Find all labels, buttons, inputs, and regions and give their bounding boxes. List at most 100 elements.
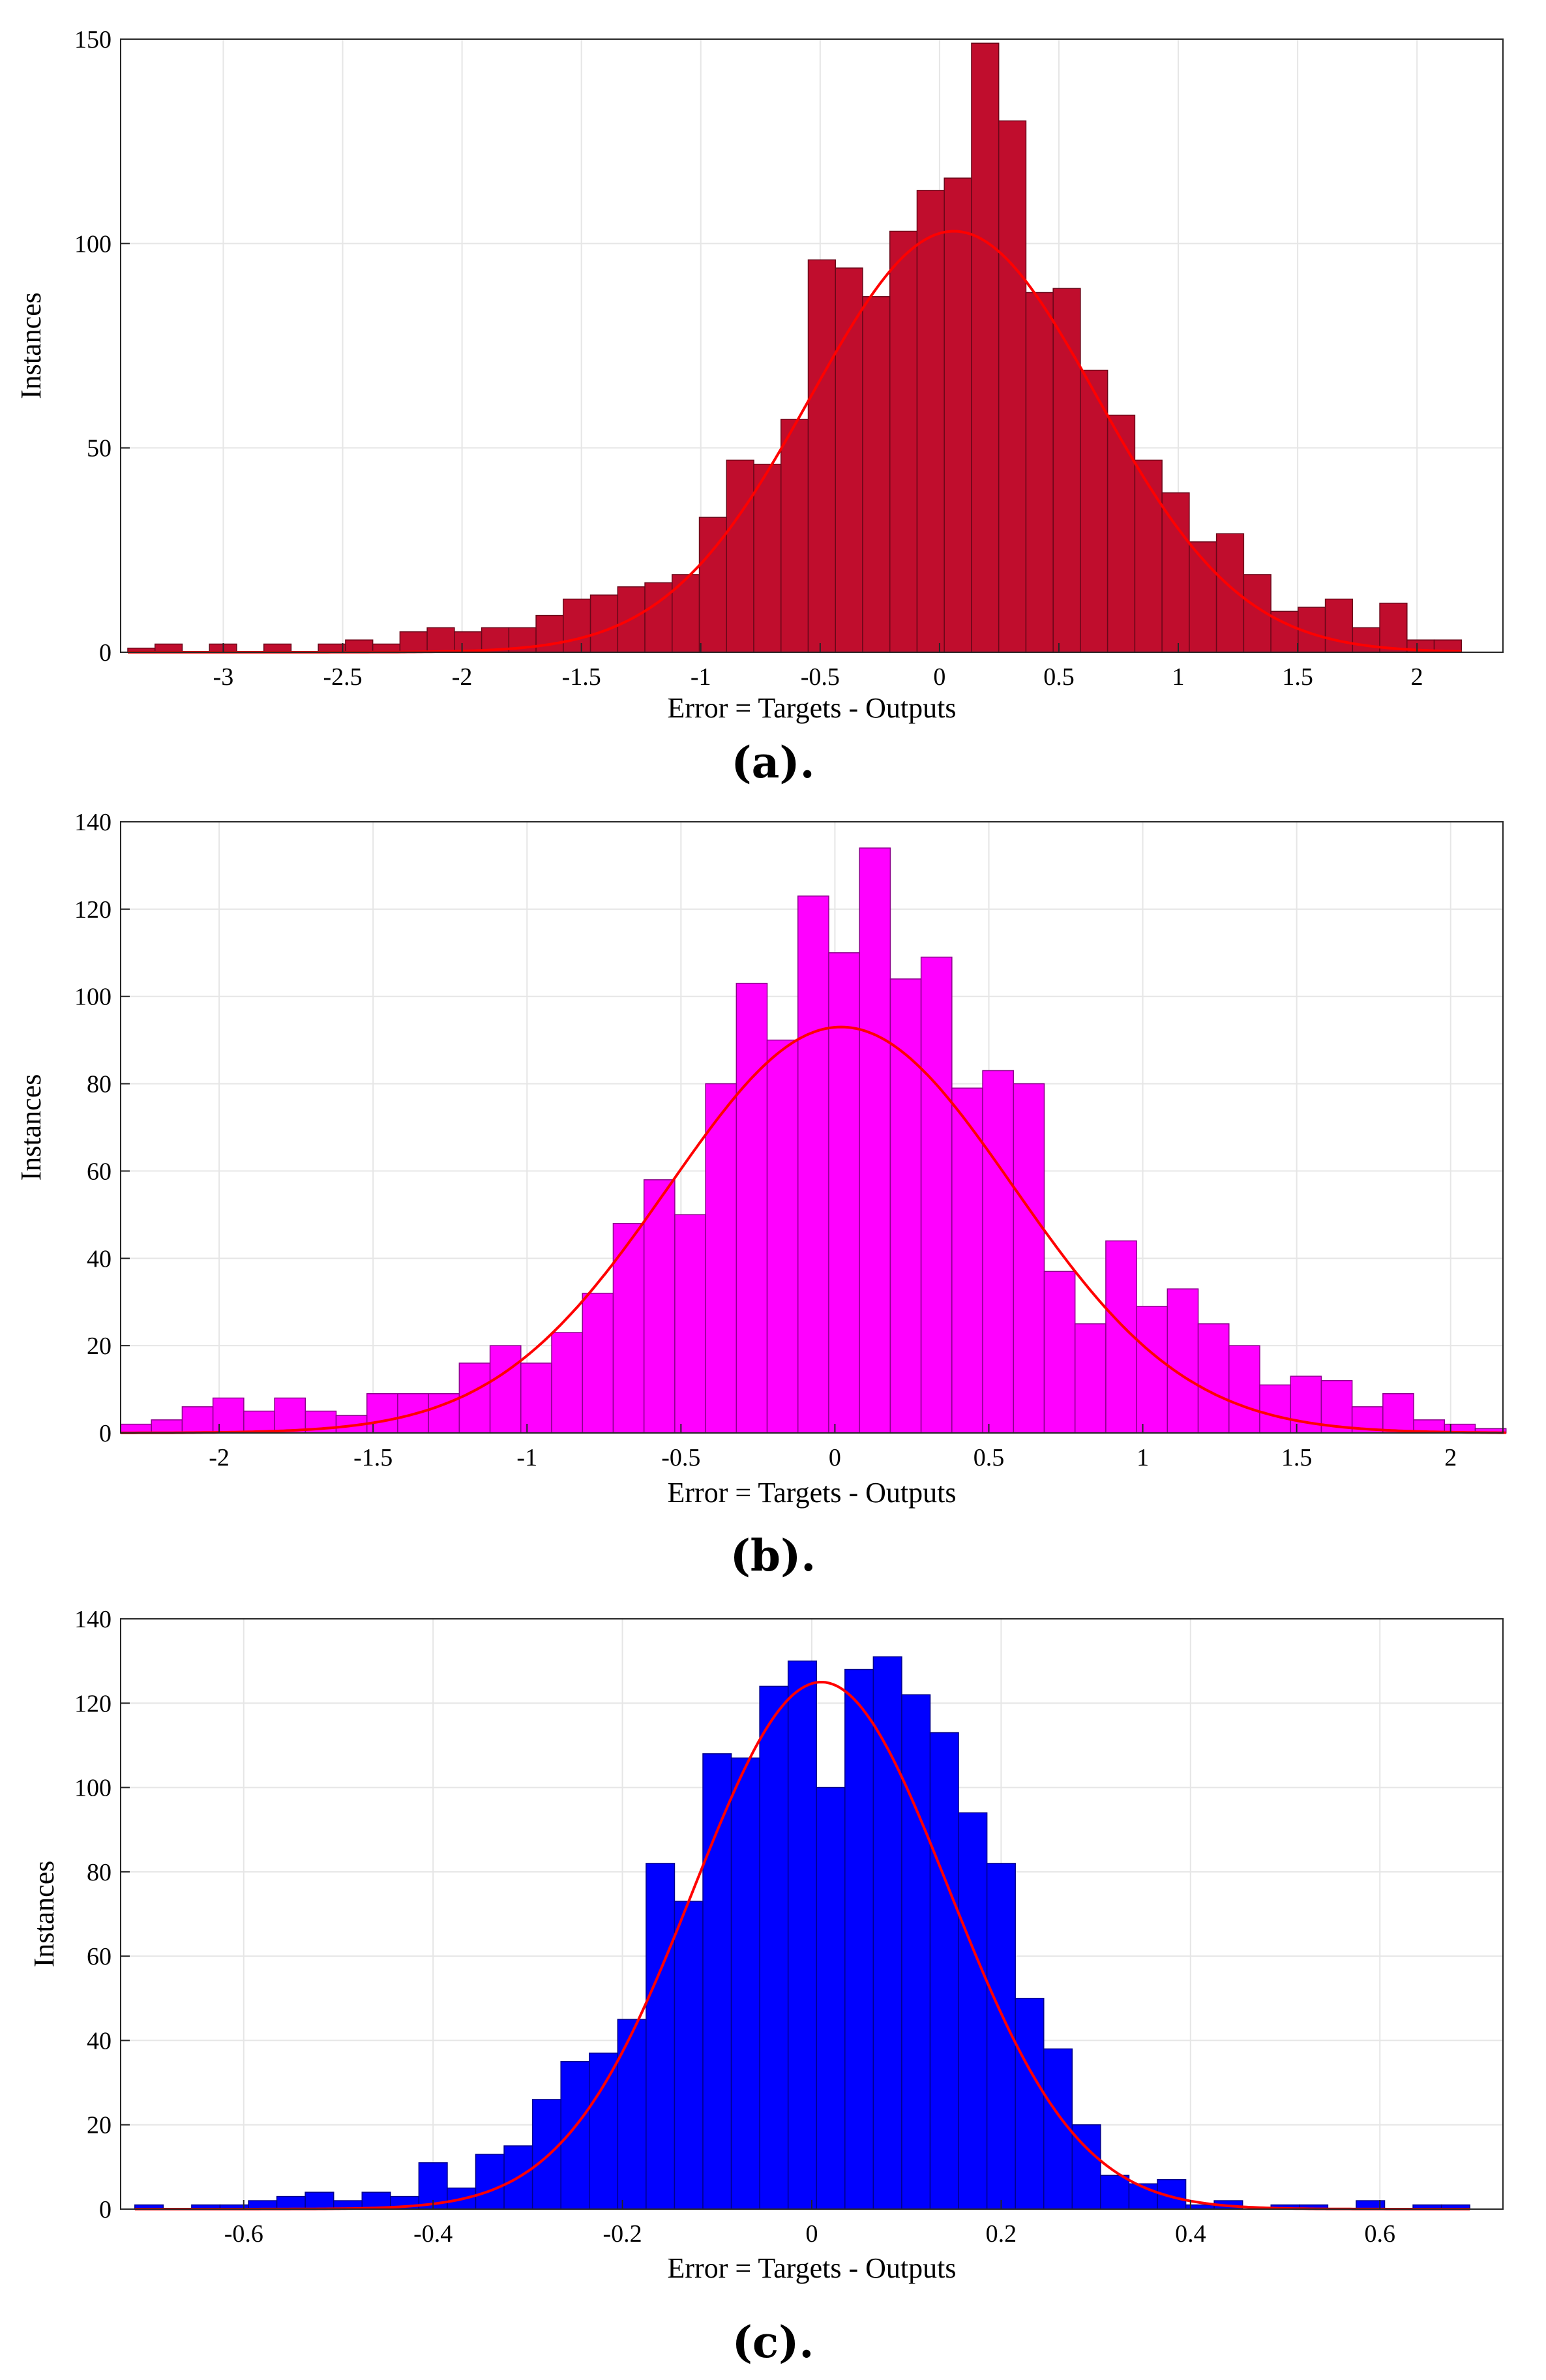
histogram-chart-b: -2 -1.5 -1 -0.5 0 0.5 1 1.5 2020406080100120140E…: [15, 809, 1507, 1509]
histogram-bar: [951, 1087, 983, 1434]
x-tick-label: -1: [691, 663, 711, 691]
histogram-chart-c: -0.6 -0.4 -0.2 0 0.2 0.4 0.6 0 20 40 60 80 100 120 140…: [28, 1606, 1504, 2284]
histogram-bar: [560, 2061, 590, 2210]
x-tick-label: 0.4: [1175, 2220, 1206, 2248]
histogram-chart-a: -3 -2.5 -2 -1.5 -1 -0.5 0 0.5 1 1.5 2 0 50 100 150 Erro…: [15, 26, 1504, 724]
histogram-bar: [998, 120, 1027, 653]
histogram-bar: [1015, 1998, 1045, 2210]
histogram-bar: [787, 1660, 818, 2210]
y-axis-label: Instances: [15, 1074, 47, 1181]
x-tick-label: -0.2: [603, 2220, 642, 2248]
histogram-bar: [643, 1179, 676, 1434]
x-tick-label: -1.5: [353, 1444, 393, 1471]
x-tick-label: 0.5: [974, 1444, 1005, 1471]
x-tick-label: -1: [516, 1444, 537, 1471]
histogram-bar: [971, 42, 1000, 653]
x-tick-label: -2: [209, 1444, 230, 1471]
histogram-bar: [617, 2019, 647, 2210]
y-axis-label: Instances: [28, 1861, 60, 1968]
x-axis-label: Error = Targets - Outputs: [668, 1477, 957, 1509]
histogram-bar: [1025, 292, 1054, 653]
histogram-bar: [674, 1214, 706, 1434]
y-tick-label: 0: [99, 639, 111, 667]
y-axis-label: Instances: [15, 292, 47, 399]
y-tick-label: 40: [87, 2027, 111, 2055]
histogram-bar: [862, 296, 891, 653]
histogram-bar: [1352, 627, 1380, 653]
histogram-bar: [399, 631, 428, 653]
histogram-bar: [759, 1685, 789, 2210]
histogram-bar: [702, 1753, 732, 2210]
histogram-bar: [612, 1222, 645, 1434]
histogram-bar: [1382, 1393, 1414, 1434]
histogram-bar: [753, 463, 782, 653]
histogram-bar: [589, 594, 619, 653]
y-tick-label: 0: [99, 2196, 111, 2223]
y-tick-label: 140: [74, 809, 111, 836]
x-tick-label: 1: [1137, 1444, 1149, 1471]
x-tick-label: 2: [1411, 663, 1423, 691]
histogram-bar: [901, 1694, 931, 2210]
histogram-bar: [705, 1083, 737, 1434]
x-tick-label: -1.5: [562, 663, 601, 691]
histogram-bar: [889, 230, 918, 653]
histogram-bar: [780, 419, 809, 653]
x-tick-label: -0.5: [801, 663, 840, 691]
x-tick-label: 2: [1444, 1444, 1457, 1471]
histogram-bar: [1134, 459, 1163, 653]
y-tick-label: 0: [99, 1420, 111, 1447]
histogram-bar: [872, 1656, 902, 2210]
x-tick-label: 0.2: [986, 2220, 1017, 2248]
normal-fit-curve: [121, 1025, 1506, 1434]
histogram-bar: [726, 459, 754, 653]
y-tick-label: 60: [87, 1943, 111, 1970]
histogram-bar: [1074, 1323, 1107, 1434]
histogram-bar: [1379, 603, 1408, 653]
histogram-bar: [243, 1410, 275, 1434]
histogram-bar: [589, 2053, 619, 2210]
histogram-bar: [212, 1397, 245, 1434]
histogram-bar: [929, 1732, 959, 2210]
histogram-bar: [454, 631, 483, 653]
histogram-bar: [475, 2154, 505, 2210]
histogram-bar: [345, 639, 374, 653]
x-tick-label: -2: [452, 663, 473, 691]
y-tick-label: 20: [87, 2112, 111, 2139]
histogram-bar: [503, 2145, 533, 2210]
histogram-bar: [1197, 1323, 1230, 1434]
histogram-bar: [1107, 414, 1136, 653]
y-tick-label: 100: [74, 1775, 111, 1802]
chart-panel-c: -0.6 -0.4 -0.2 0 0.2 0.4 0.6 0 20 40 60 80 100 120 140…: [0, 1598, 1546, 2302]
x-tick-label: -2.5: [323, 663, 362, 691]
y-tick-label: 80: [87, 1071, 111, 1098]
histogram-bar: [531, 2099, 561, 2210]
histogram-bar: [674, 1901, 704, 2210]
histogram-bar: [181, 1406, 214, 1434]
histogram-bar: [366, 1393, 398, 1434]
x-tick-label: 0: [933, 663, 945, 691]
caption-c: (c).: [732, 2317, 814, 2368]
histogram-bar: [151, 1419, 183, 1434]
histogram-bar: [958, 1812, 988, 2210]
chart-panel-b: -2 -1.5 -1 -0.5 0 0.5 1 1.5 2 0 20 40 60 80 100 120 140 E…: [0, 802, 1546, 1529]
x-tick-label: 1.5: [1281, 1444, 1313, 1471]
histogram-bar: [1324, 598, 1354, 653]
histogram-bar: [816, 1786, 846, 2210]
y-tick-label: 100: [74, 230, 111, 258]
histogram-bar: [426, 627, 455, 653]
y-tick-label: 80: [87, 1859, 111, 1886]
caption-b: (b).: [730, 1530, 816, 1581]
x-tick-label: 1.5: [1282, 663, 1313, 691]
histogram-bar: [563, 598, 591, 653]
histogram-bar: [859, 847, 891, 1434]
histogram-bar: [458, 1363, 491, 1434]
histogram-bar: [1259, 1384, 1291, 1434]
histogram-bar: [489, 1345, 522, 1434]
y-tick-label: 100: [74, 984, 111, 1011]
histogram-bar: [835, 267, 863, 653]
x-tick-label: -0.4: [413, 2220, 453, 2248]
x-tick-label: 0: [806, 2220, 818, 2248]
histogram-bar: [944, 177, 972, 653]
histogram-bar: [1100, 2175, 1130, 2210]
histogram-bar: [1228, 1345, 1260, 1434]
